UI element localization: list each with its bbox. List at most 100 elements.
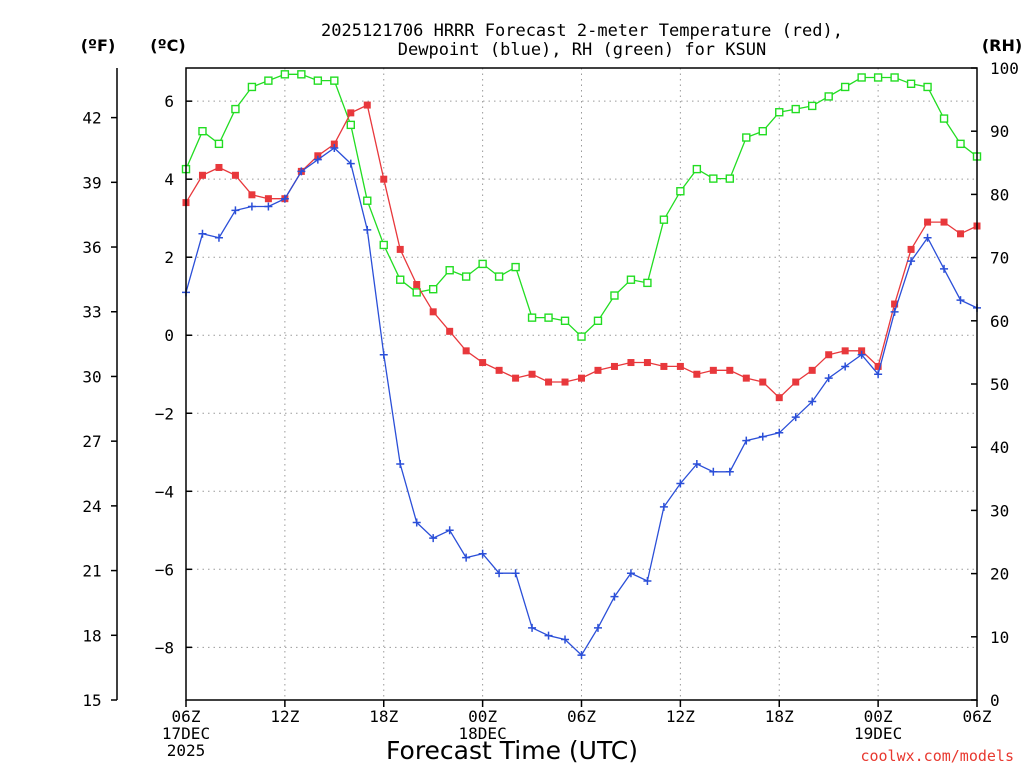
time-tick-label: 18Z [369, 707, 398, 726]
time-tick-label: 18DEC [459, 724, 507, 743]
temperature-point [627, 359, 635, 367]
rh-unit-label: (RH) [982, 36, 1022, 55]
fahrenheit-axis: 15 18 21 24 27 30 33 36 39 42 [82, 68, 118, 710]
temperature-point [924, 218, 932, 226]
rh-point [610, 291, 619, 300]
dewpoint-series [182, 143, 981, 660]
dewpoint-point [478, 549, 487, 558]
temperature-point [693, 370, 701, 378]
time-tick-label: 06Z [567, 707, 596, 726]
celsius-tick-label: −2 [155, 404, 174, 423]
temperature-point [231, 171, 239, 179]
temperature-point [957, 230, 965, 238]
rh-point [676, 187, 685, 196]
dewpoint-point [593, 623, 602, 632]
dewpoint-point [198, 229, 207, 238]
temperature-point [940, 218, 948, 226]
rh-point [379, 240, 388, 250]
temperature-point [709, 366, 717, 374]
dewpoint-point [214, 233, 223, 242]
temperature-point [594, 366, 602, 374]
dewpoint-point [429, 534, 438, 543]
rh-tick-label: 50 [990, 375, 1009, 394]
rh-point [709, 174, 718, 183]
dewpoint-point [330, 143, 339, 152]
rh-point [264, 76, 273, 85]
dewpoint-point [495, 569, 504, 578]
temperature-point [198, 171, 206, 179]
rh-point [808, 101, 817, 111]
temperature-point [264, 195, 272, 203]
temperature-point [610, 362, 618, 370]
dewpoint-point [363, 225, 372, 234]
dewpoint-point [297, 167, 306, 176]
dewpoint-point [231, 206, 240, 215]
dewpoint-point [890, 307, 899, 316]
rh-point [626, 275, 636, 284]
rh-tick-label: 20 [990, 565, 1009, 584]
celsius-tick-label: 6 [164, 92, 174, 111]
fahrenheit-tick-label: 42 [82, 109, 101, 128]
fahrenheit-tick-label: 33 [82, 303, 101, 322]
fahrenheit-tick-label: 24 [82, 497, 101, 516]
dewpoint-point [923, 233, 932, 242]
rh-point [511, 262, 520, 272]
temperature-point [660, 362, 668, 370]
rh-tick-label: 60 [990, 312, 1009, 331]
rh-point [247, 82, 257, 92]
celsius-tick-label: 2 [164, 248, 174, 267]
dewpoint-point [907, 257, 916, 266]
dewpoint-point [462, 553, 471, 562]
time-tick-label: 17DEC [162, 724, 210, 743]
series-layer [181, 70, 982, 660]
rh-point [791, 104, 800, 114]
temperature-series [182, 101, 981, 402]
rh-tick-label: 90 [990, 122, 1009, 141]
dewpoint-point [445, 526, 454, 535]
rh-point [346, 120, 355, 130]
rh-point [939, 114, 949, 123]
dewpoint-point [313, 155, 322, 164]
rh-line [185, 73, 978, 338]
fahrenheit-tick-label: 18 [82, 626, 101, 645]
rh-point [297, 70, 306, 79]
temperature-point [874, 362, 882, 370]
temperature-point [380, 175, 388, 183]
rh-tick-label: 40 [990, 438, 1009, 457]
celsius-tick-label: 0 [164, 326, 174, 345]
temperature-point [429, 308, 437, 316]
temperature-point [479, 359, 487, 367]
rh-tick-label: 30 [990, 501, 1009, 520]
temperature-point [446, 327, 454, 335]
celsius-unit-label: (ºC) [150, 36, 185, 55]
dewpoint-point [956, 296, 965, 305]
dewpoint-point [396, 459, 405, 468]
time-tick-label: 00Z [864, 707, 893, 726]
fahrenheit-tick-label: 30 [82, 367, 101, 386]
rh-point [231, 104, 240, 114]
time-tick-label: 19DEC [854, 724, 902, 743]
temperature-point [545, 378, 553, 386]
temperature-point [561, 378, 569, 386]
rh-tick-label: 100 [990, 59, 1019, 78]
rh-point [313, 76, 323, 85]
rh-point [461, 272, 471, 281]
rh-tick-label: 10 [990, 628, 1009, 647]
temperature-point [841, 347, 849, 355]
dewpoint-point [857, 350, 866, 359]
temperature-point [512, 374, 520, 382]
rh-point [758, 126, 767, 136]
time-tick-label: 18Z [765, 707, 794, 726]
dewpoint-point [841, 362, 850, 371]
dewpoint-point [659, 502, 668, 511]
chart-title-line2: Dewpoint (blue), RH (green) for KSUN [398, 40, 766, 60]
rh-point [527, 313, 537, 322]
time-tick-label: 06Z [172, 707, 201, 726]
dewpoint-point [725, 467, 734, 476]
dewpoint-point [346, 159, 355, 168]
rh-point [956, 139, 965, 149]
temperature-point [775, 394, 783, 402]
dewpoint-point [758, 432, 767, 441]
